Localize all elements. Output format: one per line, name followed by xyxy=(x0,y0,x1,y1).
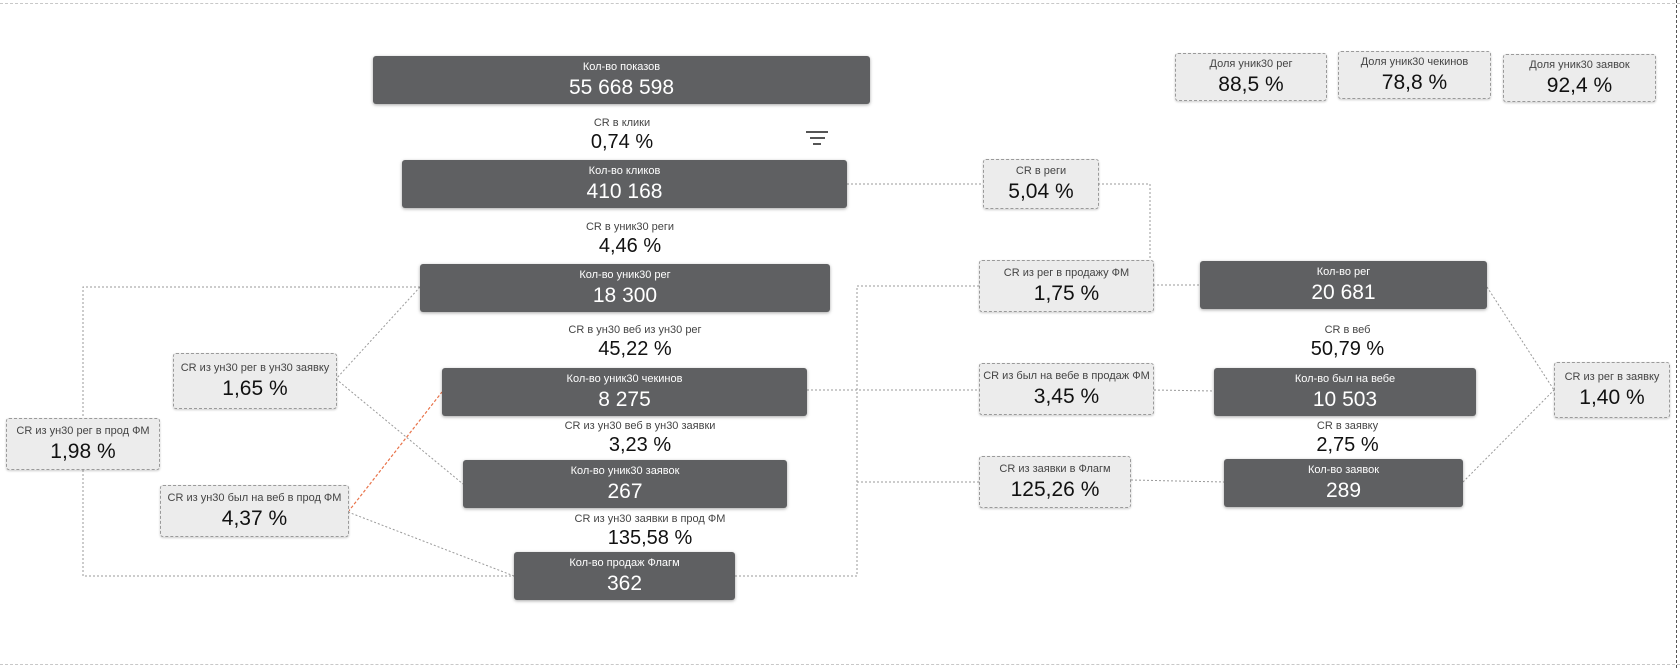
node-was-on-web-label: Кол-во был на вебе xyxy=(1294,373,1396,386)
link-sales-trunk-top xyxy=(735,285,979,577)
share-uniq30-checkins[interactable]: Доля уник30 чекинов 78,8 % xyxy=(1338,51,1491,99)
link-cr437-to-sales xyxy=(347,511,515,577)
filter-icon[interactable] xyxy=(806,131,828,147)
rate-cr-un30-web-to-app-value: 3,23 % xyxy=(608,434,672,457)
link-apps-to-cr140 xyxy=(1462,389,1555,483)
node-reg[interactable]: Кол-во рег 20 681 xyxy=(1200,261,1487,309)
node-uniq30-reg-value: 18 300 xyxy=(592,283,658,307)
node-impressions[interactable]: Кол-во показов 55 668 598 xyxy=(373,56,870,104)
rate-cr-un30-reg-to-app-value: 1,65 % xyxy=(222,376,288,400)
rate-cr-un30-web-to-fm[interactable]: CR из ун30 был на веб в прод ФМ 4,37 % xyxy=(160,485,349,537)
rate-cr-un30-reg-to-fm[interactable]: CR из ун30 рег в прод ФМ 1,98 % xyxy=(6,418,160,470)
node-uniq30-checkins-value: 8 275 xyxy=(598,387,651,411)
rate-cr-un30-web-to-fm-value: 4,37 % xyxy=(221,506,288,530)
rate-cr-un30-app-to-fm-value: 135,58 % xyxy=(607,527,693,550)
frame-top-border xyxy=(0,3,1680,4)
node-was-on-web[interactable]: Кол-во был на вебе 10 503 xyxy=(1214,368,1476,416)
node-was-on-web-value: 10 503 xyxy=(1312,387,1378,411)
rate-cr-reg-to-fm-label: CR из рег в продажу ФМ xyxy=(1003,267,1130,280)
share-uniq30-reg-label: Доля уник30 рег xyxy=(1209,58,1293,71)
rate-cr-reg-to-fm[interactable]: CR из рег в продажу ФМ 1,75 % xyxy=(979,260,1154,312)
node-flagship-sales[interactable]: Кол-во продаж Флагм 362 xyxy=(514,552,735,600)
rate-cr-un30-web-from-reg: CR в ун30 веб из ун30 рег 45,22 % xyxy=(555,322,715,362)
rate-cr-reg-to-app-value: 1,40 % xyxy=(1579,385,1645,409)
link-cr437-to-checkins-highlight xyxy=(347,391,443,513)
rate-cr-un30-reg-to-fm-value: 1,98 % xyxy=(50,439,116,463)
rate-cr-reg-value: 5,04 % xyxy=(1008,179,1074,203)
node-uniq30-reg[interactable]: Кол-во уник30 рег 18 300 xyxy=(420,264,830,312)
node-clicks-value: 410 168 xyxy=(586,179,663,203)
rate-cr-app-to-flagm-label: CR из заявки в Флагм xyxy=(999,463,1111,476)
node-clicks-label: Кол-во кликов xyxy=(588,165,661,178)
node-uniq30-applications[interactable]: Кол-во уник30 заявок 267 xyxy=(463,460,787,508)
node-flagship-sales-value: 362 xyxy=(606,571,643,595)
rate-cr-web-to-fm-value: 3,45 % xyxy=(1033,384,1100,408)
share-uniq30-checkins-value: 78,8 % xyxy=(1381,70,1448,94)
rate-cr-uniq30-reg-value: 4,46 % xyxy=(598,235,662,258)
node-clicks[interactable]: Кол-во кликов 410 168 xyxy=(402,160,847,208)
node-applications-label: Кол-во заявок xyxy=(1307,464,1380,477)
node-reg-label: Кол-во рег xyxy=(1316,266,1371,279)
rate-cr-reg-label: CR в реги xyxy=(1015,165,1067,178)
node-impressions-value: 55 668 598 xyxy=(568,75,675,99)
node-uniq30-checkins-label: Кол-во уник30 чекинов xyxy=(566,373,683,386)
rate-cr-app-to-flagm[interactable]: CR из заявки в Флагм 125,26 % xyxy=(979,456,1131,508)
rate-cr-un30-web-to-app-label: CR из ун30 веб в ун30 заявки xyxy=(564,419,716,432)
rate-cr-un30-web-from-reg-label: CR в ун30 веб из ун30 рег xyxy=(568,323,702,336)
rate-cr-app-to-flagm-value: 125,26 % xyxy=(1010,477,1100,501)
node-reg-value: 20 681 xyxy=(1311,280,1376,304)
rate-cr-un30-app-to-fm: CR из ун30 заявки в прод ФМ 135,58 % xyxy=(565,511,735,551)
rate-cr-web: CR в веб 50,79 % xyxy=(1300,322,1395,362)
rate-cr-un30-reg-to-app[interactable]: CR из ун30 рег в ун30 заявку 1,65 % xyxy=(173,353,337,409)
rate-cr-web-label: CR в веб xyxy=(1324,323,1371,336)
rate-cr-reg-to-fm-value: 1,75 % xyxy=(1033,281,1100,305)
node-uniq30-applications-label: Кол-во уник30 заявок xyxy=(570,465,680,478)
rate-cr-clicks-label: CR в клики xyxy=(593,116,651,129)
rate-cr-un30-reg-to-app-label: CR из ун30 рег в ун30 заявку xyxy=(180,362,330,375)
node-impressions-label: Кол-во показов xyxy=(582,61,661,74)
node-uniq30-checkins[interactable]: Кол-во уник30 чекинов 8 275 xyxy=(442,368,807,416)
rate-cr-web-to-fm[interactable]: CR из был на вебе в продаж ФМ 3,45 % xyxy=(979,363,1154,415)
rate-cr-application-value: 2,75 % xyxy=(1316,434,1379,457)
frame-right-border xyxy=(1676,0,1677,668)
rate-cr-un30-reg-to-fm-label: CR из ун30 рег в прод ФМ xyxy=(16,425,150,438)
rate-cr-uniq30-reg: CR в уник30 реги 4,46 % xyxy=(560,219,700,259)
rate-cr-application: CR в заявку 2,75 % xyxy=(1300,418,1395,458)
rate-cr-uniq30-reg-label: CR в уник30 реги xyxy=(585,220,675,233)
rate-cr-clicks-value: 0,74 % xyxy=(590,131,654,154)
link-cr12526-to-apps xyxy=(1130,479,1225,483)
link-cr165-to-apps xyxy=(335,378,464,485)
link-cr345-to-web xyxy=(1153,389,1215,392)
rate-cr-un30-web-to-fm-label: CR из ун30 был на веб в прод ФМ xyxy=(167,492,342,505)
rate-cr-reg-to-app[interactable]: CR из рег в заявку 1,40 % xyxy=(1554,362,1670,418)
link-uniq30reg-to-cr165 xyxy=(335,286,421,380)
share-uniq30-checkins-label: Доля уник30 чекинов xyxy=(1360,56,1469,69)
node-applications-value: 289 xyxy=(1325,478,1362,502)
rate-cr-web-to-fm-label: CR из был на вебе в продаж ФМ xyxy=(983,370,1150,383)
rate-cr-clicks: CR в клики 0,74 % xyxy=(560,115,684,155)
rate-cr-un30-app-to-fm-label: CR из ун30 заявки в прод ФМ xyxy=(574,512,726,525)
rate-cr-web-value: 50,79 % xyxy=(1310,338,1385,361)
rate-cr-reg-to-app-label: CR из рег в заявку xyxy=(1564,371,1660,384)
node-uniq30-reg-label: Кол-во уник30 рег xyxy=(579,269,671,282)
rate-cr-application-label: CR в заявку xyxy=(1316,419,1379,432)
frame-bottom-border xyxy=(0,664,1680,665)
node-applications[interactable]: Кол-во заявок 289 xyxy=(1224,459,1463,507)
rate-cr-un30-web-from-reg-value: 45,22 % xyxy=(598,338,672,361)
share-uniq30-applications-value: 92,4 % xyxy=(1546,73,1613,97)
node-uniq30-applications-value: 267 xyxy=(607,479,643,503)
link-reg-to-cr140 xyxy=(1486,286,1555,391)
node-flagship-sales-label: Кол-во продаж Флагм xyxy=(569,557,680,570)
share-uniq30-reg-value: 88,5 % xyxy=(1218,72,1284,96)
share-uniq30-applications[interactable]: Доля уник30 заявок 92,4 % xyxy=(1503,54,1656,102)
share-uniq30-applications-label: Доля уник30 заявок xyxy=(1529,59,1630,72)
share-uniq30-reg[interactable]: Доля уник30 рег 88,5 % xyxy=(1175,53,1327,101)
rate-cr-reg[interactable]: CR в реги 5,04 % xyxy=(983,159,1099,209)
rate-cr-un30-web-to-app: CR из ун30 веб в ун30 заявки 3,23 % xyxy=(555,418,725,458)
